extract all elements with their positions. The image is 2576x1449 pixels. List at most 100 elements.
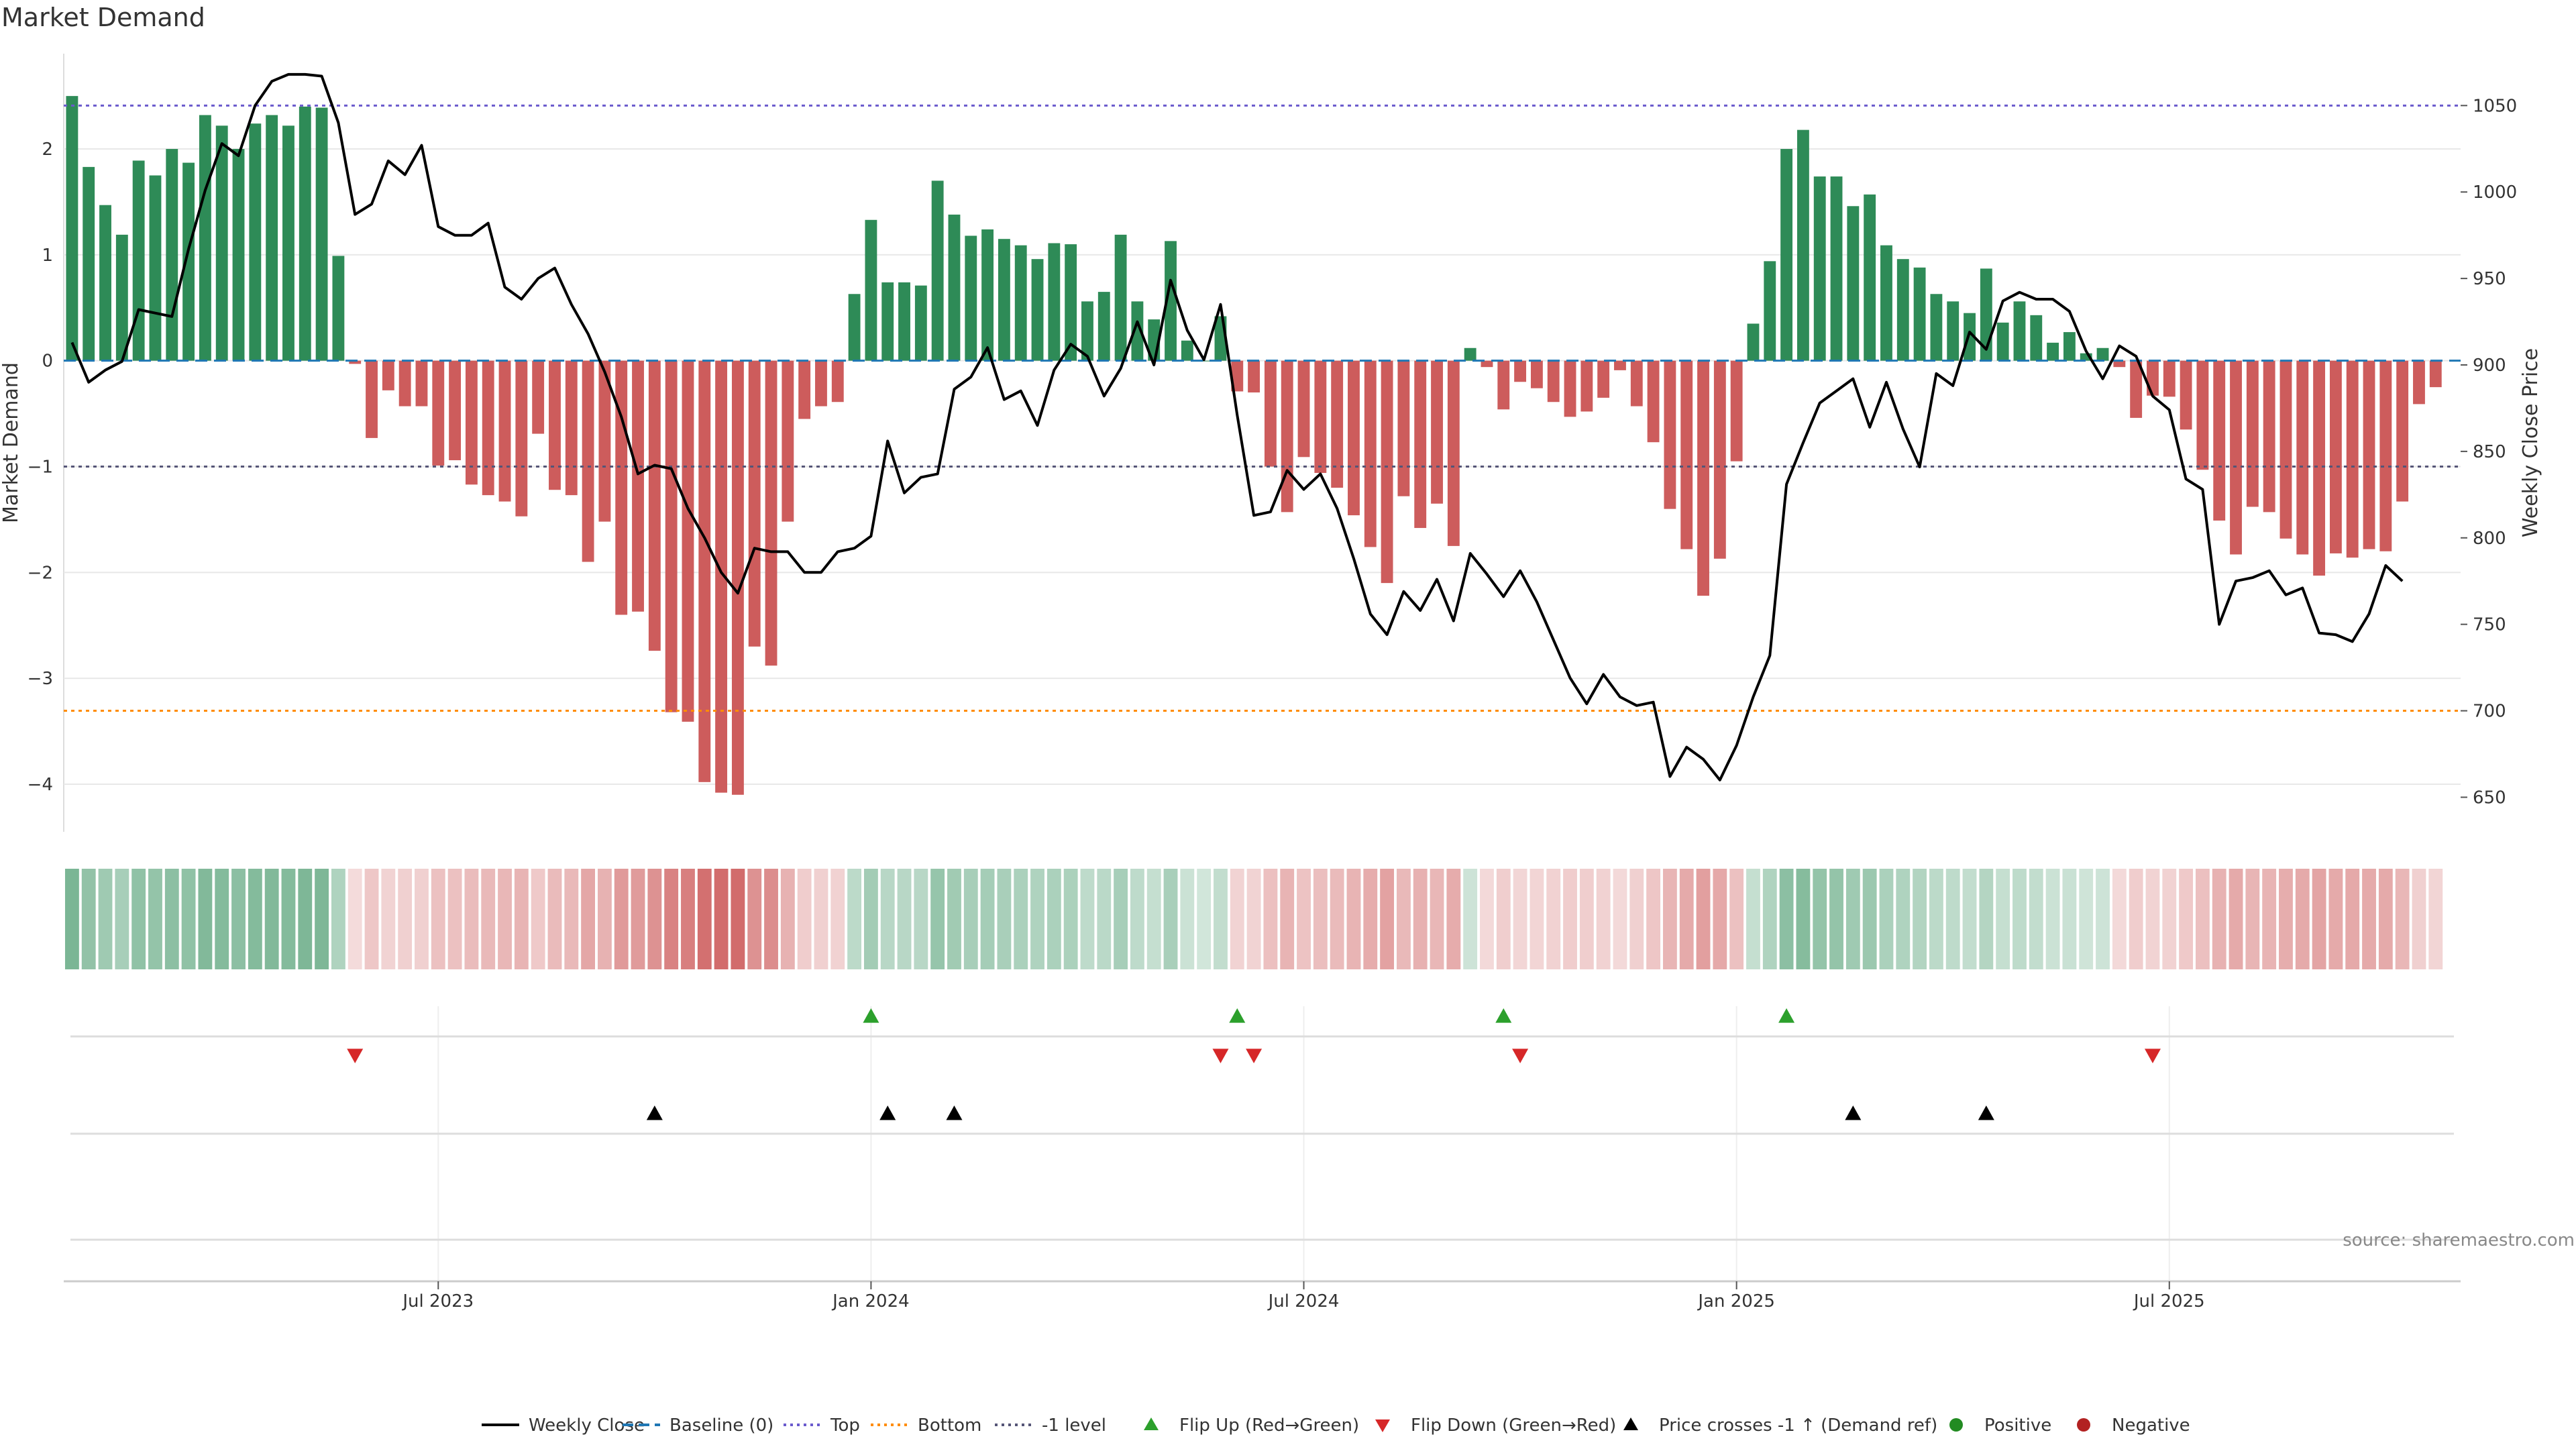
heat-strip-cell: [1380, 869, 1395, 969]
demand-bar: [1081, 301, 1093, 361]
legend-item: Flip Down (Green→Red): [1375, 1415, 1616, 1436]
demand-bar: [515, 360, 528, 517]
heat-strip-cell: [1662, 869, 1677, 969]
demand-bar: [1847, 206, 1860, 361]
heat-strip-cell: [2112, 869, 2127, 969]
heat-strip-cell: [447, 869, 462, 969]
heat-strip-cell: [780, 869, 795, 969]
legend-label: Negative: [2112, 1415, 2190, 1436]
demand-bar: [1530, 360, 1543, 388]
heat-strip-cell: [81, 869, 96, 969]
heat-strip-cell: [664, 869, 679, 969]
heat-strip-cell: [1679, 869, 1694, 969]
y-tick-label: −1: [28, 458, 53, 478]
heat-strip-cell: [2145, 869, 2160, 969]
demand-bar: [1996, 322, 2009, 361]
heat-strip-cell: [647, 869, 662, 969]
heat-strip-cell: [2179, 869, 2194, 969]
heat-strip-cell: [997, 869, 1012, 969]
demand-bar: [898, 282, 910, 361]
y2-tick-label: 750: [2473, 615, 2506, 635]
legend-item: Top: [784, 1415, 860, 1436]
heat-strip-cell: [2162, 869, 2177, 969]
legend-label: Baseline (0): [669, 1415, 773, 1436]
heat-strip-cell: [531, 869, 545, 969]
heat-strip-cell: [381, 869, 396, 969]
heat-strip-cell: [1346, 869, 1361, 969]
demand-bar: [1947, 301, 1960, 361]
demand-bar: [2413, 360, 2425, 405]
demand-bar: [765, 360, 777, 666]
demand-bar: [315, 107, 328, 361]
heat-strip-cell: [1596, 869, 1611, 969]
heat-strip-cell: [1030, 869, 1044, 969]
legend-down-triangle: [1375, 1419, 1390, 1432]
heat-strip-cell: [830, 869, 845, 969]
heat-strip-cell: [215, 869, 229, 969]
flip-down-marker: [1212, 1049, 1229, 1063]
heat-strip-cell: [2012, 869, 2027, 969]
demand-bar: [1564, 360, 1576, 417]
demand-bar: [2429, 360, 2442, 388]
legend-item: -1 level: [995, 1415, 1106, 1436]
demand-bar: [598, 360, 611, 522]
demand-bar: [865, 219, 877, 361]
heat-strip-cell: [2245, 869, 2260, 969]
demand-bar: [2030, 315, 2043, 361]
heat-strip-cell: [747, 869, 762, 969]
demand-bar: [582, 360, 594, 562]
weekly-close-line: [70, 72, 2404, 782]
heat-strip-cell: [2195, 869, 2210, 969]
demand-bar: [1231, 360, 1244, 392]
demand-bar: [2147, 360, 2159, 396]
demand-bar: [2263, 360, 2275, 513]
demand-bar: [648, 360, 661, 651]
heat-strip-cell: [415, 869, 429, 969]
heat-strip-cell: [2262, 869, 2277, 969]
heat-strip-cell: [481, 869, 496, 969]
flip-up-marker: [1778, 1008, 1795, 1023]
heat-strip-cell: [64, 869, 79, 969]
heat-strip-cell: [1613, 869, 1627, 969]
y2-tick-label: 900: [2473, 356, 2506, 376]
demand-bar: [266, 115, 278, 361]
heat-strip-cell: [697, 869, 712, 969]
price-cross-marker: [646, 1106, 663, 1120]
heat-strip-cell: [1280, 869, 1295, 969]
demand-bar: [149, 175, 162, 361]
demand-bar: [2063, 332, 2076, 361]
demand-bar: [1348, 360, 1360, 516]
demand-bar: [1065, 244, 1077, 361]
legend-label: Price crosses -1 ↑ (Demand ref): [1659, 1415, 1937, 1436]
heat-strip-cell: [2279, 869, 2293, 969]
demand-bar: [1381, 360, 1393, 584]
demand-bar: [798, 360, 811, 419]
legend-circle: [2077, 1418, 2090, 1432]
heat-strip-cell: [1829, 869, 1843, 969]
demand-bar: [1697, 360, 1709, 596]
heat-strip-cell: [1646, 869, 1661, 969]
heat-strip-cell: [2295, 869, 2310, 969]
heat-strip-cell: [1713, 869, 1727, 969]
heat-strip-cell: [947, 869, 961, 969]
heat-strip-cell: [1313, 869, 1328, 969]
demand-bar: [2213, 360, 2226, 521]
demand-bar: [1747, 323, 1760, 361]
demand-bar: [2279, 360, 2292, 539]
demand-bar: [1547, 360, 1560, 402]
heat-strip-cell: [797, 869, 812, 969]
heat-strip-cell: [1696, 869, 1711, 969]
y2-tick-label: 1000: [2473, 182, 2517, 203]
demand-bar: [1647, 360, 1660, 443]
legend-item: Bottom: [871, 1415, 981, 1436]
heat-strip-cell: [1180, 869, 1195, 969]
demand-bar: [532, 360, 545, 434]
heat-strip-cell: [1463, 869, 1478, 969]
demand-bar: [349, 360, 362, 364]
heat-strip-cell: [231, 869, 246, 969]
demand-bar: [1614, 360, 1626, 370]
heat-strip-cell: [1230, 869, 1244, 969]
heat-strip-cell: [963, 869, 978, 969]
heat-strip-cell: [164, 869, 179, 969]
y2-tick-label: 650: [2473, 788, 2506, 808]
